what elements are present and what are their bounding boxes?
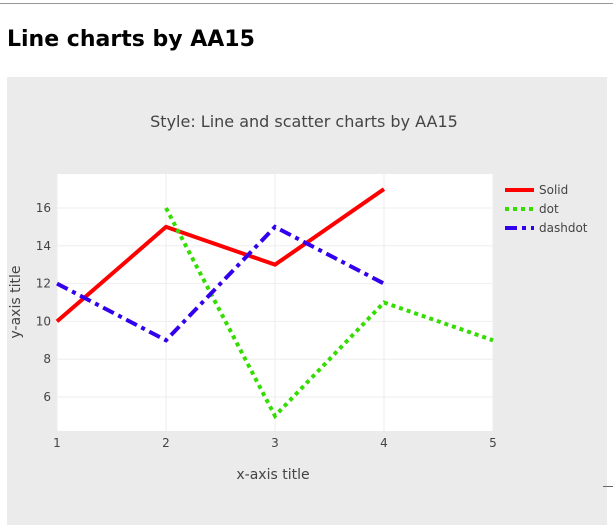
top-divider — [0, 3, 613, 4]
x-tick-label: 2 — [162, 436, 170, 450]
legend-label-dot: dot — [539, 202, 559, 216]
x-tick-label: 3 — [271, 436, 279, 450]
y-tick-label: 12 — [36, 277, 51, 291]
page-heading: Line charts by AA15 — [7, 27, 255, 52]
x-axis-title: x-axis title — [236, 467, 309, 483]
plot-panel: Style: Line and scatter charts by AA15 1… — [7, 77, 607, 525]
chart-legend: Solid dot dashdot — [505, 183, 588, 235]
edge-divider — [603, 486, 613, 487]
chart-title: Style: Line and scatter charts by AA15 — [150, 112, 458, 131]
y-tick-label: 14 — [36, 239, 51, 253]
y-tick-label: 16 — [36, 201, 51, 215]
x-tick-label: 1 — [53, 436, 61, 450]
y-tick-label: 10 — [36, 314, 51, 328]
x-tick-label: 5 — [489, 436, 497, 450]
y-tick-label: 6 — [43, 390, 51, 404]
legend-label-solid: Solid — [539, 183, 568, 197]
y-tick-label: 8 — [43, 352, 51, 366]
series-lines — [55, 187, 494, 420]
series-line-dot — [164, 207, 494, 420]
legend-label-dashdot: dashdot — [539, 221, 588, 235]
y-axis-title: y-axis title — [8, 266, 24, 339]
series-line-dashdot — [56, 224, 385, 343]
series-line-solid — [55, 187, 386, 323]
line-chart: Style: Line and scatter charts by AA15 1… — [8, 112, 588, 483]
x-tick-label: 4 — [380, 436, 388, 450]
